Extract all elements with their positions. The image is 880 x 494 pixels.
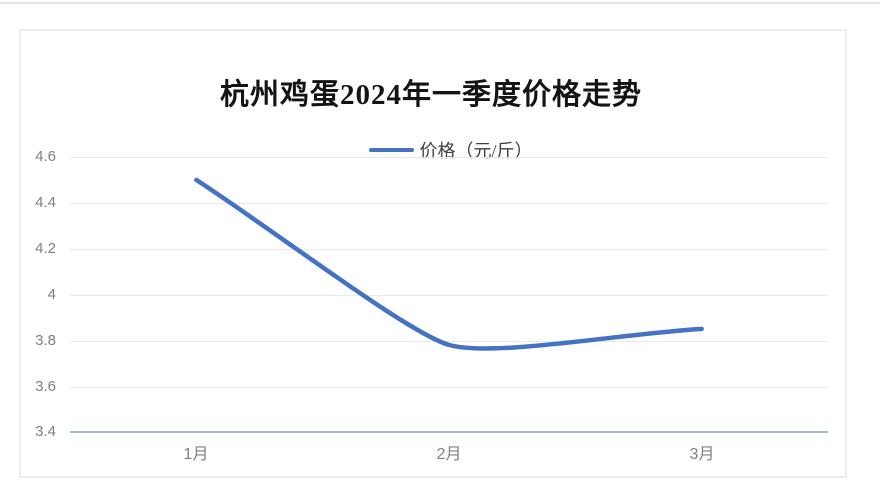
y-tick-label: 4.6 bbox=[35, 148, 56, 165]
y-tick-label: 4 bbox=[47, 286, 56, 303]
y-tick-label: 3.4 bbox=[35, 423, 56, 440]
y-tick-label: 4.4 bbox=[35, 194, 56, 211]
y-tick-label: 3.8 bbox=[35, 332, 56, 349]
y-tick-label: 3.6 bbox=[35, 378, 56, 395]
legend-line-marker bbox=[369, 148, 415, 152]
gridline bbox=[70, 341, 828, 342]
gridline bbox=[70, 249, 828, 250]
chart-title: 杭州鸡蛋2024年一季度价格走势 bbox=[219, 79, 642, 111]
chart-area: 杭州鸡蛋2024年一季度价格走势 价格（元/斤） bbox=[19, 29, 847, 478]
chart-legend: 价格（元/斤） bbox=[41, 137, 861, 163]
page-top-divider bbox=[0, 2, 880, 4]
gridline bbox=[70, 295, 828, 296]
x-axis-line bbox=[70, 431, 828, 433]
gridline bbox=[70, 203, 828, 204]
gridline bbox=[70, 387, 828, 388]
x-tick-label: 3月 bbox=[689, 446, 715, 463]
gridline bbox=[70, 157, 828, 158]
x-tick-label: 1月 bbox=[183, 446, 209, 463]
y-tick-label: 4.2 bbox=[35, 240, 56, 257]
x-tick-label: 2月 bbox=[436, 446, 462, 463]
legend-label: 价格（元/斤） bbox=[419, 141, 533, 161]
